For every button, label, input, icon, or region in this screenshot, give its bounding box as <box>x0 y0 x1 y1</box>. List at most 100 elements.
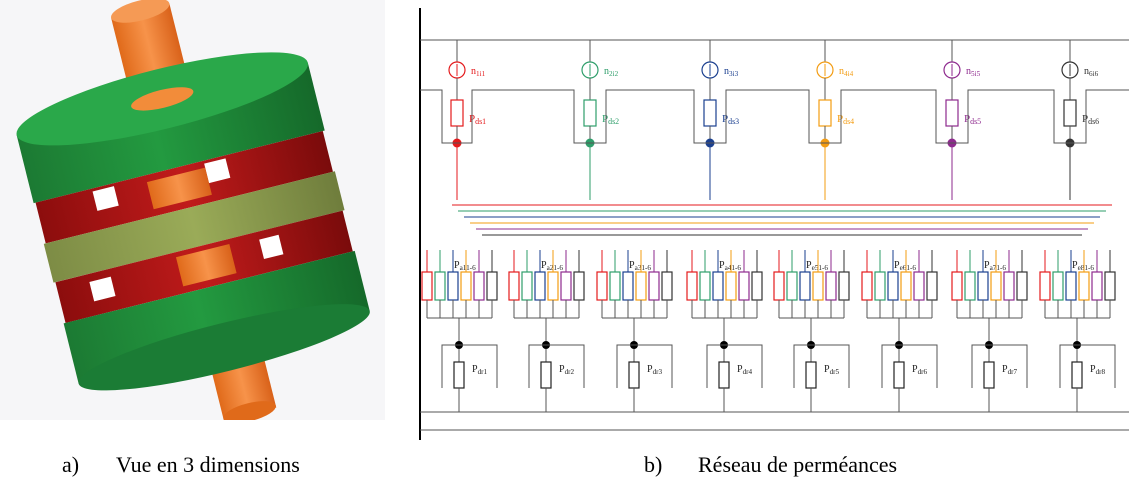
top-permeance-label: Pds5 <box>964 113 981 126</box>
airgap-permeance-resistor <box>964 271 976 301</box>
airgap-permeance-resistor <box>421 271 433 301</box>
stator-permeance-resistor <box>703 99 717 127</box>
source-label: n6i6 <box>1084 66 1099 78</box>
rotor-permeance-resistor <box>1071 361 1083 389</box>
airgap-permeance-resistor <box>900 271 912 301</box>
airgap-permeance-resistor <box>486 271 498 301</box>
airgap-permeance-resistor <box>990 271 1002 301</box>
airgap-permeance-resistor <box>534 271 546 301</box>
rotor-3d-drawing <box>16 0 370 423</box>
top-permeance-label: Pds6 <box>1082 113 1099 126</box>
rotor-permeance-resistor <box>983 361 995 389</box>
middle-olive-ring <box>43 171 345 283</box>
bottom-permeance-label: Pdr7 <box>1002 364 1018 376</box>
caption-b-text: Réseau de perméances <box>698 452 898 477</box>
airgap-permeance-resistor <box>447 271 459 301</box>
airgap-permeance-resistor <box>725 271 737 301</box>
airgap-permeance-resistor <box>596 271 608 301</box>
airgap-permeance-resistor <box>887 271 899 301</box>
airgap-permeance-resistor <box>812 271 824 301</box>
airgap-permeance-resistor <box>460 271 472 301</box>
airgap-group-label: Pa41-6 <box>719 260 741 272</box>
airgap-permeance-resistor <box>1039 271 1051 301</box>
airgap-permeance-resistor <box>926 271 938 301</box>
stator-permeance-resistor <box>818 99 832 127</box>
rotor-yoke-path <box>441 344 1116 388</box>
tooth-gap <box>92 186 119 211</box>
stator-permeance-resistor <box>583 99 597 127</box>
airgap-permeance-resistor <box>622 271 634 301</box>
airgap-permeance-resistor <box>977 271 989 301</box>
source-label: n2i2 <box>604 66 619 78</box>
airgap-group-label: Pe61-6 <box>894 260 916 272</box>
top-shaft-end <box>111 0 170 23</box>
airgap-group-label: Pa21-6 <box>541 260 563 272</box>
airgap-permeance-resistor <box>609 271 621 301</box>
permeance-network-diagram: n1i1Pds1n2i2Pds2n3i3Pds3n4i4Pds4n5i5Pds5… <box>419 8 1129 440</box>
shaft-in-ring <box>131 87 194 111</box>
airgap-permeance-resistor <box>799 271 811 301</box>
airgap-permeance-resistor <box>560 271 572 301</box>
rotor-permeance-resistor <box>453 361 465 389</box>
airgap-permeance-resistor <box>1091 271 1103 301</box>
stator-permeance-resistor <box>1063 99 1077 127</box>
airgap-permeance-resistor <box>648 271 660 301</box>
source-label: n5i5 <box>966 66 981 78</box>
stator-permeance-resistor <box>945 99 959 127</box>
airgap-permeance-resistor <box>861 271 873 301</box>
caption-b-letter: b) <box>644 452 663 477</box>
airgap-permeance-resistor <box>473 271 485 301</box>
airgap-permeance-resistor <box>1016 271 1028 301</box>
airgap-permeance-resistor <box>661 271 673 301</box>
airgap-permeance-resistor <box>951 271 963 301</box>
bottom-permeance-label: Pdr5 <box>824 364 840 376</box>
airgap-permeance-resistor <box>751 271 763 301</box>
rotor-permeance-resistor <box>805 361 817 389</box>
source-label: n3i3 <box>724 66 739 78</box>
airgap-permeance-resistor <box>1065 271 1077 301</box>
airgap-permeance-resistor <box>1003 271 1015 301</box>
stator-permeance-resistor <box>450 99 464 127</box>
inner-shaft-visible <box>175 243 237 287</box>
tooth-gap <box>204 158 231 184</box>
bottom-permeance-label: Pdr8 <box>1090 364 1106 376</box>
airgap-permeance-resistor <box>508 271 520 301</box>
bottom-permeance-label: Pdr1 <box>472 364 488 376</box>
rotor-3d-view-panel <box>0 0 385 423</box>
permeance-network-panel: n1i1 Pds1 n2i2 Pds2 n3i3 Pds3 n4i4 Pds4 n5i5 Pds5… <box>412 0 1129 440</box>
bottom-permeance-label: Pdr3 <box>647 364 663 376</box>
stator-yoke-path <box>420 89 1129 144</box>
airgap-group-label: Pe81-6 <box>1072 260 1094 272</box>
airgap-permeance-resistor <box>547 271 559 301</box>
airgap-permeance-resistor <box>521 271 533 301</box>
rotor-permeance-resistor <box>540 361 552 389</box>
bottom-ring-face <box>78 304 370 391</box>
source-label: n4i4 <box>839 66 854 78</box>
rotor-permeance-resistor <box>718 361 730 389</box>
airgap-permeance-resistor <box>838 271 850 301</box>
top-permeance-label: Pds2 <box>602 113 619 126</box>
bottom-shaft-end <box>223 401 276 423</box>
rotor-permeance-resistor <box>628 361 640 389</box>
airgap-permeance-resistor <box>786 271 798 301</box>
bottom-permeance-label: Pdr2 <box>559 364 575 376</box>
bottom-permeance-label: Pdr4 <box>737 364 753 376</box>
airgap-group-label: Pa71-6 <box>984 260 1006 272</box>
caption-a-text: Vue en 3 dimensions <box>116 452 300 477</box>
caption-a-letter: a) <box>62 452 80 477</box>
airgap-permeance-resistor <box>1104 271 1116 301</box>
airgap-group-label: Pa31-6 <box>629 260 651 272</box>
rotor-permeance-resistor <box>893 361 905 389</box>
inner-shaft-visible <box>146 167 212 210</box>
bottom-permeance-label: Pdr6 <box>912 364 928 376</box>
airgap-permeance-resistor <box>635 271 647 301</box>
source-label: n1i1 <box>471 66 486 78</box>
airgap-permeance-resistor <box>1052 271 1064 301</box>
tooth-gap <box>259 234 284 260</box>
airgap-permeance-resistor <box>738 271 750 301</box>
airgap-permeance-resistor <box>699 271 711 301</box>
tooth-gap <box>89 276 116 302</box>
top-permeance-label: Pds3 <box>722 113 739 126</box>
airgap-permeance-resistor <box>686 271 698 301</box>
airgap-permeance-resistor <box>1078 271 1090 301</box>
